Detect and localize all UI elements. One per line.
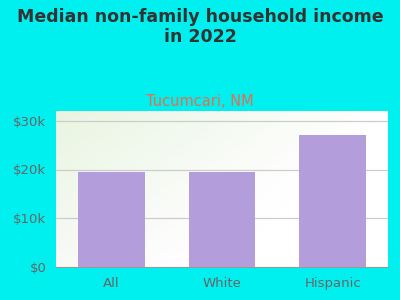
Text: Tucumcari, NM: Tucumcari, NM: [146, 94, 254, 110]
Bar: [300, 135, 366, 267]
Bar: [78, 172, 144, 267]
Bar: [189, 172, 255, 267]
Text: Median non-family household income
in 2022: Median non-family household income in 20…: [17, 8, 383, 46]
